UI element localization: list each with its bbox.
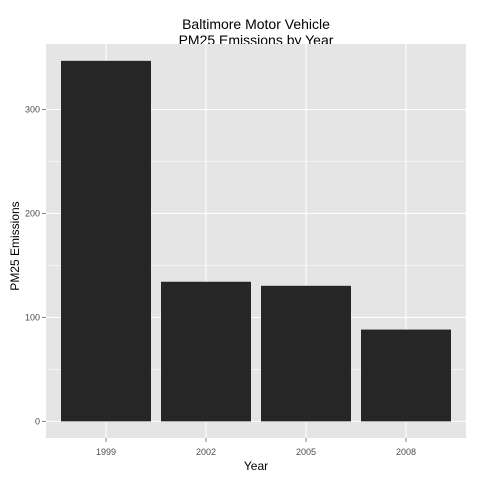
bar-1999 (61, 60, 151, 422)
bar-2008 (361, 329, 451, 422)
y-tick-label: 300 (25, 104, 40, 114)
x-tick-label: 2002 (196, 447, 216, 457)
bar-2005 (261, 285, 351, 422)
chart-title-line-1: Baltimore Motor Vehicle (182, 16, 330, 32)
x-tick-label: 2005 (296, 447, 316, 457)
x-tick-label: 1999 (96, 447, 116, 457)
bar-2002 (161, 281, 251, 422)
y-axis-ticks: 0 100 200 300 (25, 104, 46, 426)
bars (61, 60, 451, 422)
y-tick-label: 100 (25, 312, 40, 322)
y-axis-title: PM25 Emissions (8, 201, 22, 290)
x-axis-title: Year (244, 459, 268, 473)
x-tick-label: 2008 (396, 447, 416, 457)
y-tick-label: 0 (35, 416, 40, 426)
y-tick-label: 200 (25, 208, 40, 218)
x-axis-ticks: 1999 2002 2005 2008 (96, 438, 416, 457)
